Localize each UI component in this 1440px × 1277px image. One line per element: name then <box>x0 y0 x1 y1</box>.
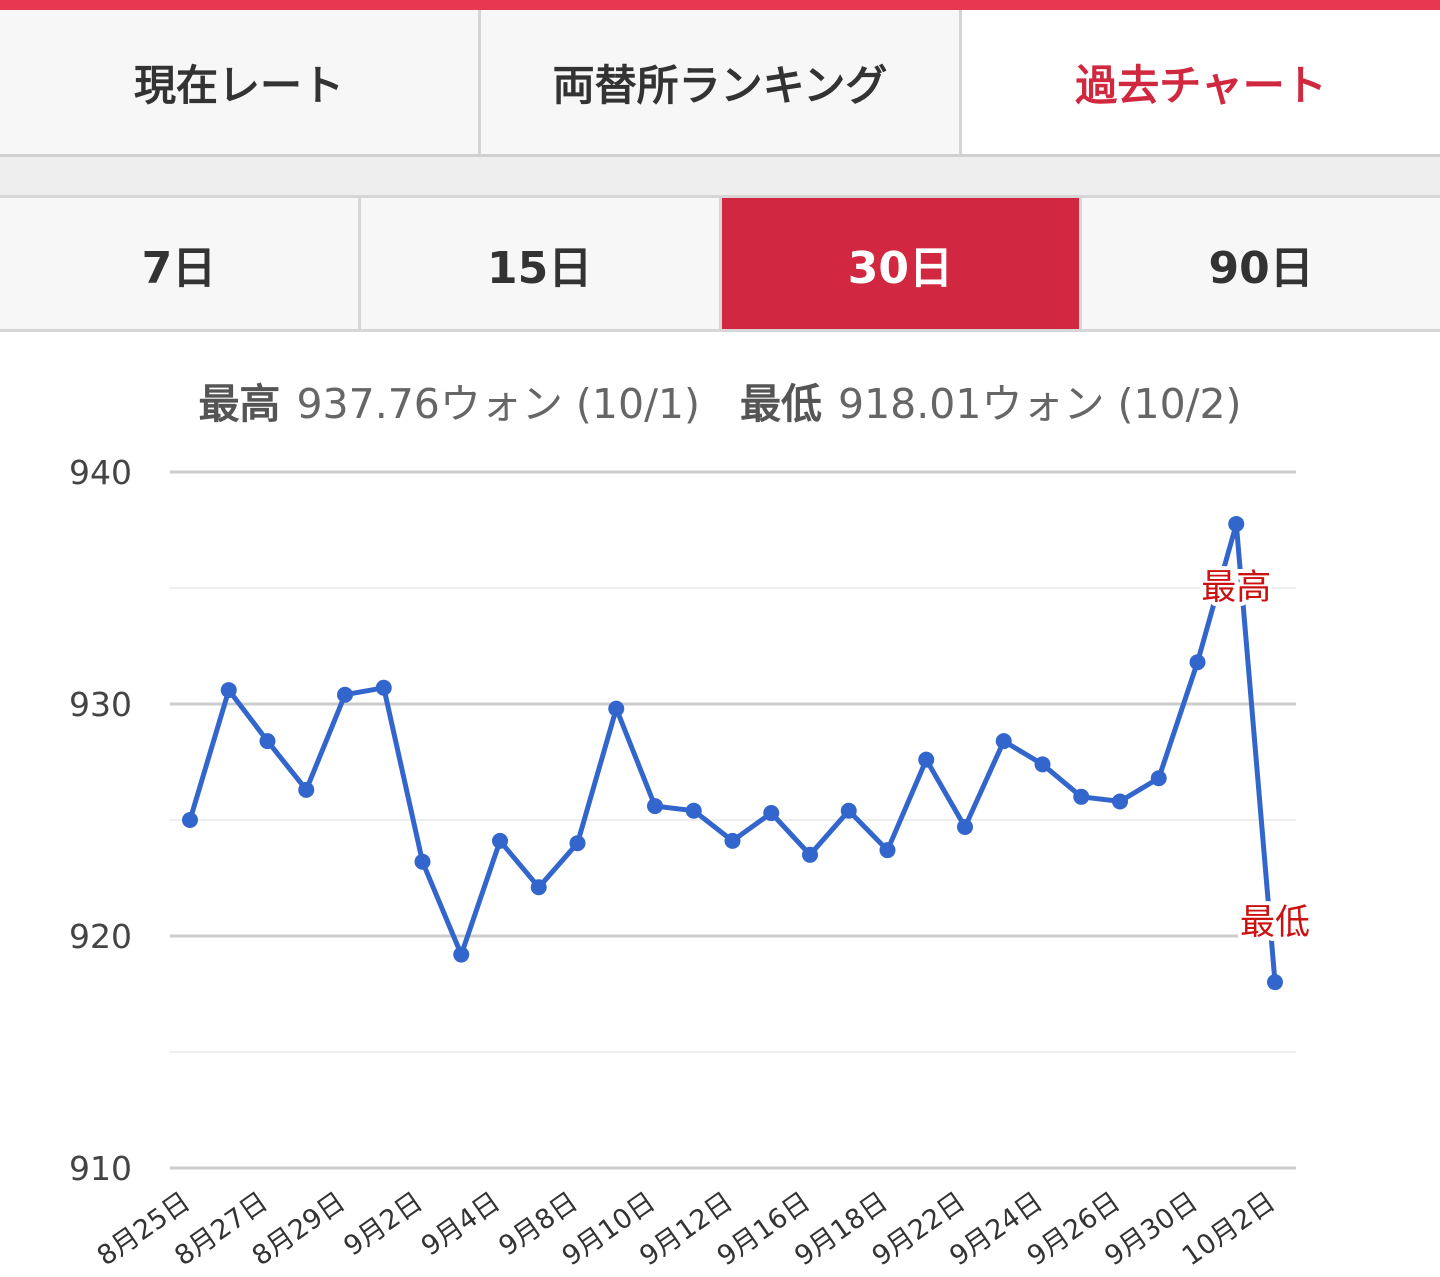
data-point <box>453 946 470 963</box>
x-tick-label: 9月2日 <box>338 1186 428 1262</box>
data-point <box>957 818 973 835</box>
data-point <box>1150 770 1167 787</box>
data-point <box>492 832 508 849</box>
y-tick-label: 940 <box>69 453 132 492</box>
data-point <box>879 842 896 859</box>
tab-exchange-ranking[interactable]: 両替所ランキング <box>481 10 962 154</box>
y-tick-label: 920 <box>69 917 132 956</box>
high-value: 937.76ウォン (10/1) <box>296 380 700 428</box>
data-point <box>414 853 431 870</box>
period-tab-15d[interactable]: 15日 <box>361 198 722 329</box>
data-point <box>1267 974 1283 991</box>
data-point <box>608 700 625 717</box>
data-point <box>1112 793 1128 810</box>
data-point <box>685 802 702 819</box>
period-tab-7d[interactable]: 7日 <box>0 198 361 329</box>
tab-spacer <box>0 157 1440 195</box>
data-point <box>259 733 276 750</box>
data-point <box>1228 515 1245 532</box>
main-tabs: 現在レート 両替所ランキング 過去チャート <box>0 10 1440 157</box>
tab-past-chart[interactable]: 過去チャート <box>962 10 1440 154</box>
data-point <box>569 835 586 852</box>
annotation-halo: 最高 <box>1201 568 1271 608</box>
data-point <box>220 682 237 699</box>
data-point <box>337 686 353 703</box>
data-point <box>763 805 780 822</box>
data-point <box>724 832 741 849</box>
data-point <box>1189 654 1206 671</box>
data-point <box>298 781 315 798</box>
y-tick-label: 910 <box>69 1149 132 1188</box>
data-point <box>995 733 1012 750</box>
high-marker-label: 最高 <box>1201 568 1271 608</box>
period-tab-90d[interactable]: 90日 <box>1208 242 1314 294</box>
low-value: 918.01ウォン (10/2) <box>838 380 1242 428</box>
data-point <box>802 846 818 863</box>
period-tab-30d[interactable]: 30日 <box>721 198 1083 329</box>
data-point <box>647 798 663 815</box>
data-point <box>1073 788 1090 805</box>
high-label: 最高 <box>198 380 281 428</box>
annotation-halo: 最低 <box>1240 903 1310 943</box>
data-point <box>918 751 935 768</box>
top-accent-bar <box>0 0 1440 10</box>
data-point <box>840 802 857 819</box>
rate-line-chart: 9109209309408月25日8月27日8月29日9月2日9月4日9月8日9… <box>69 453 1314 1272</box>
tab-current-rate[interactable]: 現在レート <box>0 10 481 154</box>
x-tick-label: 9月4日 <box>416 1186 506 1262</box>
data-point <box>182 812 198 828</box>
y-tick-label: 930 <box>69 685 132 724</box>
period-tabs: 7日 15日 30日 90日 <box>0 195 1440 332</box>
low-marker-label: 最低 <box>1240 903 1310 943</box>
data-point <box>375 679 392 696</box>
low-label: 最低 <box>740 380 822 428</box>
rate-series-line <box>187 521 1278 983</box>
data-point <box>1034 756 1051 773</box>
rate-summary: 最高 937.76ウォン (10/1) 最低 918.01ウォン (10/2) <box>0 360 1440 440</box>
data-point <box>530 879 547 896</box>
